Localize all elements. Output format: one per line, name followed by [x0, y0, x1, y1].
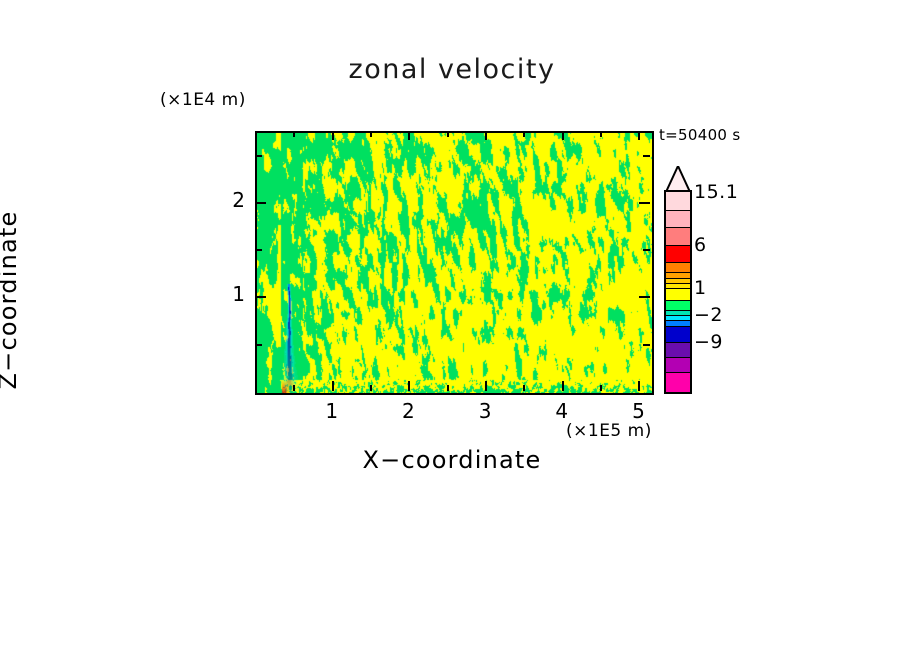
- y-tick-label: 2: [232, 187, 245, 212]
- x-major-tick: [331, 381, 334, 391]
- y-major-tick: [255, 296, 266, 299]
- y-minor-tick-right: [643, 154, 650, 157]
- colorbar: [664, 190, 692, 394]
- colorbar-tick-label: 15.1: [694, 181, 739, 203]
- colorbar-band: [666, 342, 690, 358]
- x-minor-tick: [523, 385, 526, 391]
- colorbar-band: [666, 245, 690, 262]
- x-minor-tick-top: [600, 131, 603, 137]
- x-minor-tick-top: [446, 131, 449, 137]
- colorbar-band: [666, 277, 690, 284]
- x-minor-tick: [293, 385, 296, 391]
- x-major-tick-top: [485, 131, 488, 140]
- colorbar-band: [666, 309, 690, 315]
- y-major-tick-right: [639, 296, 650, 299]
- y-axis-unit-label: (×1E4 m): [160, 90, 246, 110]
- colorbar-band: [666, 227, 690, 246]
- colorbar-band: [666, 283, 690, 289]
- colorbar-tick-label: 6: [694, 234, 707, 257]
- colorbar-band: [666, 192, 690, 210]
- y-major-tick-right: [639, 201, 650, 204]
- colorbar-band: [666, 372, 690, 392]
- y-tick-label: 1: [232, 282, 245, 307]
- x-major-tick-top: [331, 131, 334, 140]
- y-minor-tick: [255, 249, 262, 252]
- x-major-tick-top: [408, 131, 411, 140]
- colorbar-band: [666, 320, 690, 326]
- x-major-tick: [485, 381, 488, 391]
- x-minor-tick: [446, 385, 449, 391]
- y-minor-tick: [255, 343, 262, 346]
- x-major-tick: [561, 381, 564, 391]
- colorbar-band: [666, 325, 690, 343]
- y-axis-title: Z−coordinate: [0, 210, 22, 390]
- x-major-tick-top: [561, 131, 564, 140]
- y-minor-tick-right: [643, 343, 650, 346]
- x-tick-label: 1: [325, 399, 339, 423]
- x-major-tick: [408, 381, 411, 391]
- y-minor-tick-right: [643, 249, 650, 252]
- velocity-field-heatmap: [257, 133, 652, 393]
- plot-area: [255, 131, 654, 395]
- colorbar-band: [666, 314, 690, 321]
- colorbar-arrow-icon: [664, 166, 692, 192]
- x-tick-label: 5: [632, 399, 645, 423]
- x-minor-tick-top: [370, 131, 373, 137]
- x-axis-title: X−coordinate: [362, 446, 542, 474]
- x-major-tick: [638, 381, 641, 391]
- colorbar-band: [666, 357, 690, 373]
- x-tick-label: 3: [478, 399, 492, 423]
- colorbar-tick-label: 1: [694, 277, 707, 300]
- x-minor-tick-top: [523, 131, 526, 137]
- x-minor-tick: [370, 385, 373, 391]
- x-tick-label: 4: [555, 399, 569, 423]
- page-title: zonal velocity: [348, 54, 556, 85]
- colorbar-band: [666, 299, 690, 310]
- colorbar-band: [666, 209, 690, 228]
- x-minor-tick: [600, 385, 603, 391]
- timestamp-label: t=50400 s: [659, 126, 741, 144]
- x-axis-unit-label: (×1E5 m): [566, 421, 652, 441]
- colorbar-tick-label: −2: [694, 304, 724, 326]
- colorbar-band: [666, 272, 690, 278]
- colorbar-tick-label: −9: [694, 331, 724, 354]
- x-minor-tick-top: [293, 131, 296, 137]
- x-major-tick-top: [638, 131, 641, 140]
- colorbar-band: [666, 261, 690, 273]
- y-minor-tick: [255, 154, 262, 157]
- y-major-tick: [255, 201, 266, 204]
- colorbar-band: [666, 288, 690, 300]
- x-tick-label: 2: [402, 399, 415, 423]
